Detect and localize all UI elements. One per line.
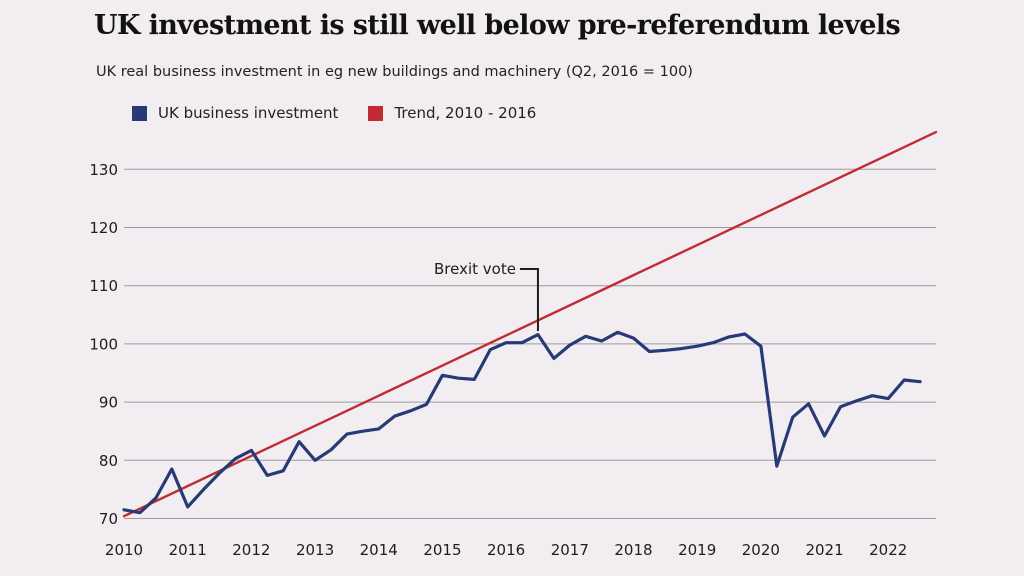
annotation: Brexit vote: [434, 260, 539, 331]
annotation-leader-line: [519, 268, 539, 331]
y-tick-label: 90: [99, 394, 118, 412]
y-tick-label: 100: [89, 335, 118, 353]
series-line-trend: [122, 130, 938, 518]
series-line-investment: [122, 330, 922, 515]
y-tick-label: 130: [89, 161, 118, 179]
legend-label-trend: Trend, 2010 - 2016: [394, 104, 537, 122]
x-tick-label: 2020: [742, 541, 780, 559]
x-tick-label: 2010: [105, 541, 143, 559]
x-tick-label: 2017: [551, 541, 589, 559]
y-tick-label: 120: [89, 219, 118, 237]
y-axis-ticks: 70 80 90 100 110 120 130: [89, 161, 118, 528]
x-tick-label: 2015: [423, 541, 461, 559]
x-tick-label: 2014: [360, 541, 398, 559]
x-tick-label: 2012: [232, 541, 270, 559]
legend-swatch-trend: [368, 105, 384, 121]
legend-item-trend: Trend, 2010 - 2016: [368, 104, 536, 122]
x-tick-label: 2022: [869, 541, 907, 559]
legend-label-investment: UK business investment: [158, 104, 339, 122]
chart-title: UK investment is still well below pre-re…: [94, 10, 901, 41]
annotation-brexit-vote: Brexit vote: [434, 260, 516, 278]
y-tick-label: 70: [99, 510, 118, 528]
chart-subtitle: UK real business investment in eg new bu…: [96, 64, 693, 80]
x-tick-label: 2019: [678, 541, 716, 559]
gridlines: [124, 168, 936, 519]
x-tick-label: 2018: [614, 541, 652, 559]
legend-item-investment: UK business investment: [132, 104, 338, 122]
x-tick-label: 2016: [487, 541, 525, 559]
x-tick-label: 2021: [805, 541, 843, 559]
series-lines: [122, 130, 938, 518]
legend-swatch-investment: [132, 105, 147, 121]
legend: UK business investment Trend, 2010 - 201…: [132, 104, 536, 122]
x-axis-ticks: 2010 2011 2012 2013 2014 2015 2016 2017 2018 2019…: [105, 541, 907, 559]
y-tick-label: 110: [89, 277, 118, 295]
x-tick-label: 2011: [169, 541, 207, 559]
x-tick-label: 2013: [296, 541, 334, 559]
y-tick-label: 80: [99, 452, 118, 470]
